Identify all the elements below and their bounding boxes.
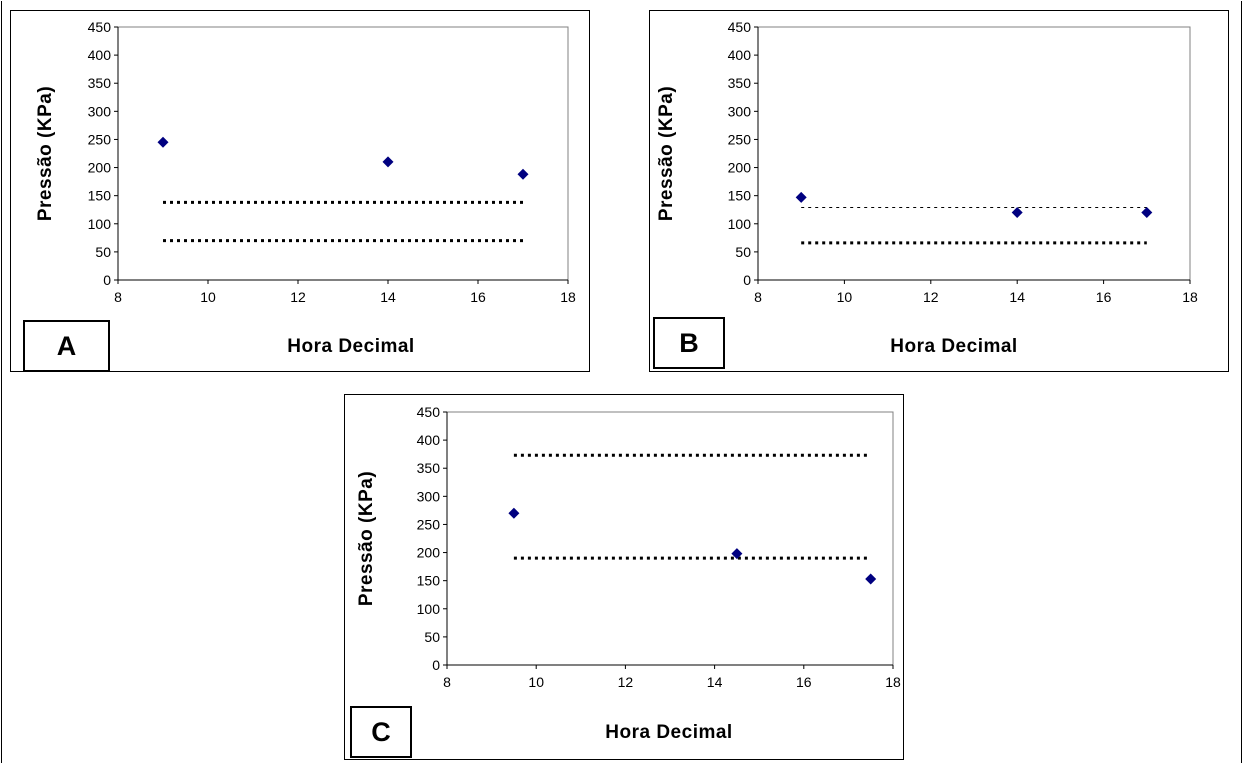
chart-c-svg: 0 50 100 150 200 250 300 350 400 450 8 10 12 14 16 18 Ho… [356, 404, 901, 743]
x-tick-label-c: 8 [443, 674, 451, 690]
y-tick-label-b: 450 [728, 19, 752, 35]
data-point-c [508, 507, 520, 519]
y-tick-label-a: 350 [88, 75, 112, 91]
y-tick-label-a: 300 [88, 103, 112, 119]
x-tick-label-b: 14 [1009, 289, 1025, 305]
y-axis-title-a: Pressão (KPa) [35, 86, 56, 221]
x-tick-label-a: 10 [200, 289, 216, 305]
data-point-a [517, 168, 529, 180]
y-tick-label-c: 200 [417, 545, 441, 561]
x-tick-label-c: 18 [885, 674, 901, 690]
y-tick-label-a: 100 [88, 216, 112, 232]
panel-label-a: A [23, 320, 110, 372]
y-tick-label-a: 0 [103, 272, 111, 288]
x-tick-label-b: 10 [837, 289, 853, 305]
plot-area-c [446, 411, 894, 666]
panel-label-c: C [350, 706, 412, 758]
data-point-a [157, 136, 169, 148]
y-tick-label-b: 50 [735, 244, 751, 260]
y-tick-label-b: 100 [728, 216, 752, 232]
data-point-a [382, 156, 394, 168]
y-tick-label-b: 200 [728, 160, 752, 176]
y-tick-label-c: 100 [417, 601, 441, 617]
data-point-c [731, 548, 743, 560]
y-tick-label-a: 450 [88, 19, 112, 35]
x-tick-label-b: 18 [1182, 289, 1198, 305]
x-tick-label-b: 12 [923, 289, 939, 305]
y-tick-label-b: 400 [728, 47, 752, 63]
data-point-b [1141, 207, 1153, 219]
y-axis-title-c: Pressão (KPa) [356, 471, 377, 606]
y-tick-label-c: 0 [432, 657, 440, 673]
y-tick-label-b: 300 [728, 103, 752, 119]
y-tick-label-c: 250 [417, 516, 441, 532]
y-tick-label-a: 400 [88, 47, 112, 63]
y-tick-label-b: 150 [728, 188, 752, 204]
y-tick-label-a: 150 [88, 188, 112, 204]
x-axis-title-c: Hora Decimal [605, 722, 732, 743]
x-tick-label-a: 16 [470, 289, 486, 305]
y-tick-label-c: 150 [417, 573, 441, 589]
x-axis-title-b: Hora Decimal [890, 336, 1017, 357]
y-tick-label-a: 250 [88, 131, 112, 147]
y-axis-title-b: Pressão (KPa) [656, 86, 677, 221]
y-tick-label-c: 350 [417, 460, 441, 476]
x-tick-label-b: 8 [754, 289, 762, 305]
data-point-c [865, 573, 877, 585]
y-tick-label-c: 50 [424, 629, 440, 645]
chart-panel-c: 0 50 100 150 200 250 300 350 400 450 8 10 12 14 16 18 Ho… [344, 394, 904, 760]
y-tick-label-c: 450 [417, 404, 441, 420]
x-tick-label-b: 16 [1096, 289, 1112, 305]
chart-a-svg: 0 50 100 150 200 250 300 350 400 450 8 10 12 14 16 18 Ho… [35, 19, 576, 357]
x-tick-label-a: 14 [380, 289, 396, 305]
x-tick-label-a: 12 [290, 289, 306, 305]
chart-panel-b: 0 50 100 150 200 250 300 350 400 450 8 10 12 14 16 18 Ho… [649, 10, 1229, 372]
data-point-b [1011, 207, 1023, 219]
x-tick-label-c: 10 [528, 674, 544, 690]
x-axis-title-a: Hora Decimal [287, 336, 414, 357]
chart-panel-a: 0 50 100 150 200 250 300 350 400 450 8 10 12 14 16 18 Ho… [10, 10, 590, 372]
x-tick-label-c: 16 [796, 674, 812, 690]
y-tick-label-c: 300 [417, 488, 441, 504]
x-tick-label-c: 14 [707, 674, 723, 690]
y-tick-label-a: 50 [95, 244, 111, 260]
panel-label-b: B [653, 317, 725, 369]
x-tick-label-a: 18 [560, 289, 576, 305]
x-tick-label-c: 12 [618, 674, 634, 690]
y-tick-label-c: 400 [417, 432, 441, 448]
y-tick-label-a: 200 [88, 160, 112, 176]
data-point-b [795, 191, 807, 203]
y-tick-label-b: 250 [728, 131, 752, 147]
y-tick-label-b: 350 [728, 75, 752, 91]
x-tick-label-a: 8 [114, 289, 122, 305]
chart-b-svg: 0 50 100 150 200 250 300 350 400 450 8 10 12 14 16 18 Ho… [656, 19, 1198, 357]
y-tick-label-b: 0 [743, 272, 751, 288]
